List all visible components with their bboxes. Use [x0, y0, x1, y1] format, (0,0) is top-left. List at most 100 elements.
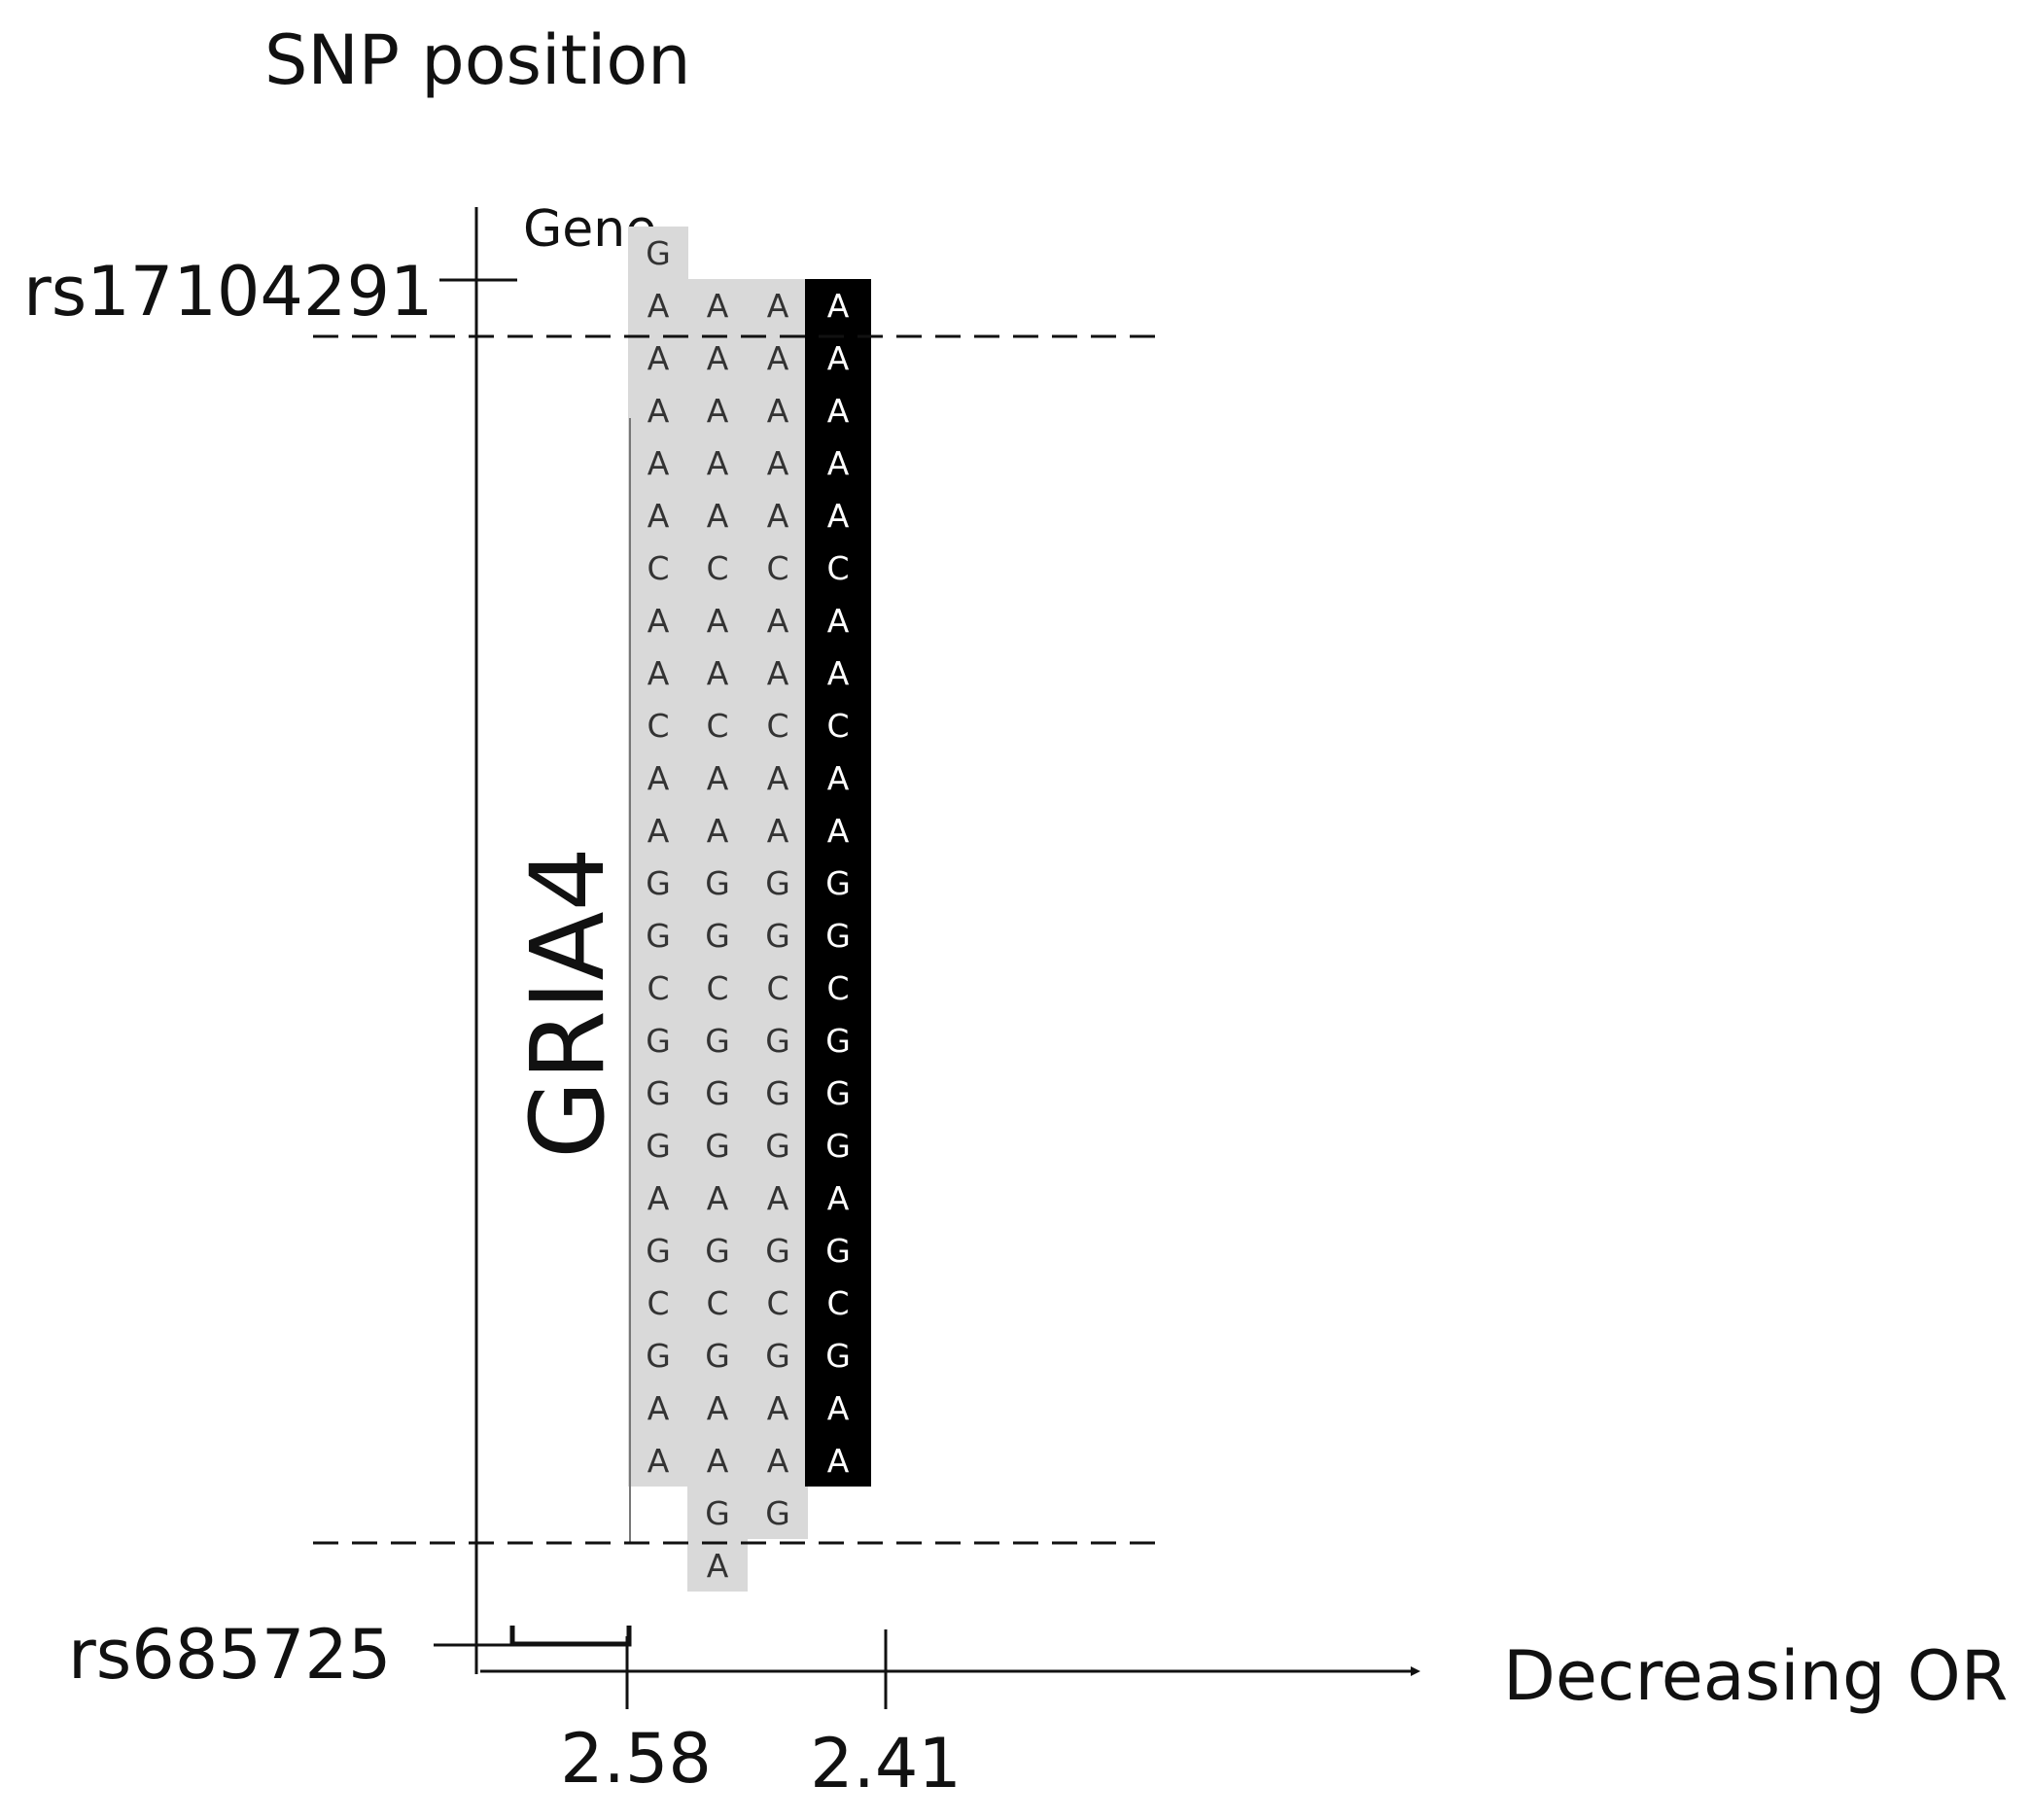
- allele-label: G: [646, 917, 671, 955]
- allele-label: A: [707, 1442, 729, 1480]
- allele-label: A: [648, 1179, 670, 1217]
- allele-label: G: [705, 864, 730, 902]
- allele-label: A: [767, 812, 789, 850]
- allele-label: A: [648, 602, 670, 640]
- allele-label: A: [648, 497, 670, 535]
- allele-label: G: [646, 234, 671, 272]
- allele-label: A: [827, 812, 850, 850]
- allele-label: A: [827, 497, 850, 535]
- allele-label: C: [826, 1284, 849, 1322]
- allele-label: C: [826, 969, 849, 1007]
- allele-label: G: [705, 1074, 730, 1112]
- allele-label: C: [706, 969, 728, 1007]
- allele-label: C: [706, 707, 728, 745]
- allele-label: A: [707, 654, 729, 692]
- haplotype-column-1: [628, 227, 688, 1487]
- allele-label: A: [827, 339, 850, 377]
- allele-label: G: [646, 1127, 671, 1165]
- allele-label: G: [765, 1232, 790, 1270]
- allele-label: C: [826, 549, 849, 587]
- allele-label: G: [646, 1232, 671, 1270]
- allele-label: A: [648, 392, 670, 430]
- allele-label: A: [767, 497, 789, 535]
- allele-label: A: [707, 1547, 729, 1585]
- allele-label: A: [707, 1389, 729, 1427]
- allele-label: A: [827, 654, 850, 692]
- haplotype-column-3: [748, 279, 808, 1539]
- allele-label: A: [767, 759, 789, 797]
- allele-label: C: [706, 549, 728, 587]
- allele-label: A: [827, 1179, 850, 1217]
- allele-label: A: [648, 339, 670, 377]
- allele-label: A: [767, 1179, 789, 1217]
- allele-label: G: [646, 864, 671, 902]
- allele-label: G: [646, 1074, 671, 1112]
- or-tick-label-0: 2.58: [560, 1719, 712, 1799]
- allele-label: A: [648, 759, 670, 797]
- gene-name-label: GRIA4: [508, 847, 627, 1159]
- allele-label: A: [767, 392, 789, 430]
- allele-label: G: [825, 917, 851, 955]
- allele-label: A: [707, 812, 729, 850]
- allele-label: C: [766, 707, 788, 745]
- x-axis-label: Decreasing OR: [1503, 1636, 2008, 1716]
- allele-label: A: [767, 1442, 789, 1480]
- allele-label: A: [767, 287, 789, 325]
- allele-label: A: [827, 392, 850, 430]
- or-tick-label-1: 2.41: [810, 1724, 962, 1803]
- allele-label: G: [705, 1127, 730, 1165]
- allele-label: A: [648, 1389, 670, 1427]
- allele-label: A: [648, 812, 670, 850]
- allele-label: A: [767, 444, 789, 482]
- allele-label: A: [827, 287, 850, 325]
- allele-label: G: [705, 1337, 730, 1375]
- allele-label: C: [766, 549, 788, 587]
- allele-label: A: [827, 602, 850, 640]
- allele-label: A: [648, 444, 670, 482]
- allele-label: G: [765, 1494, 790, 1532]
- allele-label: A: [707, 497, 729, 535]
- allele-label: A: [827, 1442, 850, 1480]
- allele-label: G: [825, 1127, 851, 1165]
- allele-label: G: [765, 917, 790, 955]
- allele-label: G: [825, 1337, 851, 1375]
- gene-span-bracket: [509, 1626, 632, 1647]
- allele-label: G: [825, 864, 851, 902]
- allele-label: G: [765, 1127, 790, 1165]
- title: SNP position: [264, 20, 691, 100]
- allele-label: A: [707, 1179, 729, 1217]
- allele-label: A: [707, 287, 729, 325]
- allele-label: A: [648, 287, 670, 325]
- allele-label: A: [827, 1389, 850, 1427]
- allele-label: A: [648, 654, 670, 692]
- allele-label: G: [705, 917, 730, 955]
- allele-label: A: [707, 339, 729, 377]
- allele-label: G: [705, 1022, 730, 1060]
- allele-label: A: [707, 759, 729, 797]
- allele-label: G: [765, 864, 790, 902]
- allele-label: G: [705, 1494, 730, 1532]
- allele-label: A: [707, 444, 729, 482]
- allele-label: C: [766, 969, 788, 1007]
- allele-label: A: [827, 444, 850, 482]
- allele-label: C: [647, 707, 669, 745]
- allele-label: A: [767, 654, 789, 692]
- allele-label: A: [767, 339, 789, 377]
- allele-label: G: [705, 1232, 730, 1270]
- haplotype-column-4: [805, 279, 871, 1487]
- allele-label: A: [767, 602, 789, 640]
- allele-label: A: [648, 1442, 670, 1480]
- allele-label: A: [767, 1389, 789, 1427]
- allele-label: C: [706, 1284, 728, 1322]
- allele-label: A: [707, 392, 729, 430]
- allele-label: G: [646, 1337, 671, 1375]
- allele-label: G: [646, 1022, 671, 1060]
- allele-label: G: [765, 1337, 790, 1375]
- allele-label: C: [766, 1284, 788, 1322]
- allele-label: G: [825, 1022, 851, 1060]
- allele-label: C: [647, 969, 669, 1007]
- allele-label: G: [825, 1232, 851, 1270]
- haplotype-blocks: GAAAAACAACAAGGCGGGAGCGAAAAAAACAACAAGGCGG…: [628, 227, 871, 1592]
- allele-label: G: [765, 1074, 790, 1112]
